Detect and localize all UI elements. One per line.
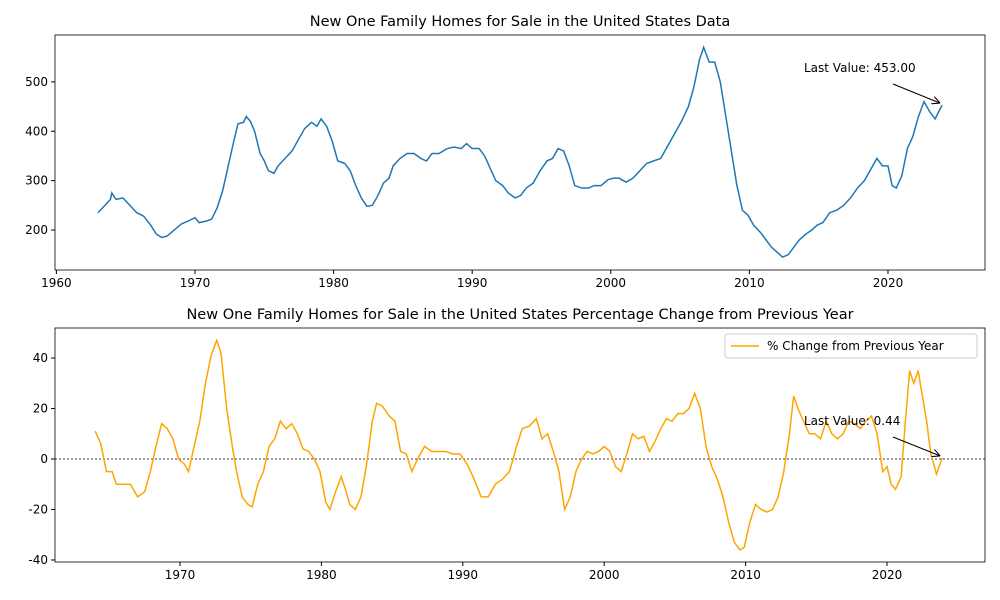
annotation: Last Value: 0.44	[804, 414, 900, 428]
x-tick-label: 1990	[448, 568, 479, 582]
data-line	[97, 45, 943, 259]
y-tick-label: 20	[33, 402, 48, 416]
x-tick-label: 1980	[306, 568, 337, 582]
annotation-arrow	[892, 436, 940, 456]
legend-box	[724, 333, 978, 359]
x-tick-label: 1960	[41, 276, 72, 290]
data-line	[94, 338, 943, 551]
x-tick-label: 2020	[872, 568, 903, 582]
y-tick-label: 400	[25, 124, 48, 138]
x-tick-label: 2000	[596, 276, 627, 290]
y-tick-label: 500	[25, 75, 48, 89]
plot-frame	[54, 327, 986, 563]
chart-title: New One Family Homes for Sale in the Uni…	[310, 14, 730, 30]
plot-frame	[54, 34, 986, 271]
y-tick-label: 0	[40, 452, 48, 466]
y-tick-label: 40	[33, 351, 48, 365]
x-tick-label: 1980	[318, 276, 349, 290]
y-tick-label: -20	[28, 502, 48, 516]
y-tick-label: 200	[25, 223, 48, 237]
y-tick-label: 300	[25, 174, 48, 188]
x-tick-label: 2010	[734, 276, 765, 290]
x-tick-label: 1970	[165, 568, 196, 582]
x-tick-label: 2020	[873, 276, 904, 290]
x-tick-label: 2010	[730, 568, 761, 582]
annotation: Last Value: 453.00	[804, 61, 916, 75]
x-tick-label: 1970	[180, 276, 211, 290]
x-tick-label: 2000	[589, 568, 620, 582]
y-tick-label: -40	[28, 553, 48, 567]
x-tick-label: 1990	[457, 276, 488, 290]
legend-label: % Change from Previous Year	[767, 339, 944, 353]
chart-title: New One Family Homes for Sale in the Uni…	[186, 307, 853, 323]
annotation-arrow	[892, 83, 940, 103]
